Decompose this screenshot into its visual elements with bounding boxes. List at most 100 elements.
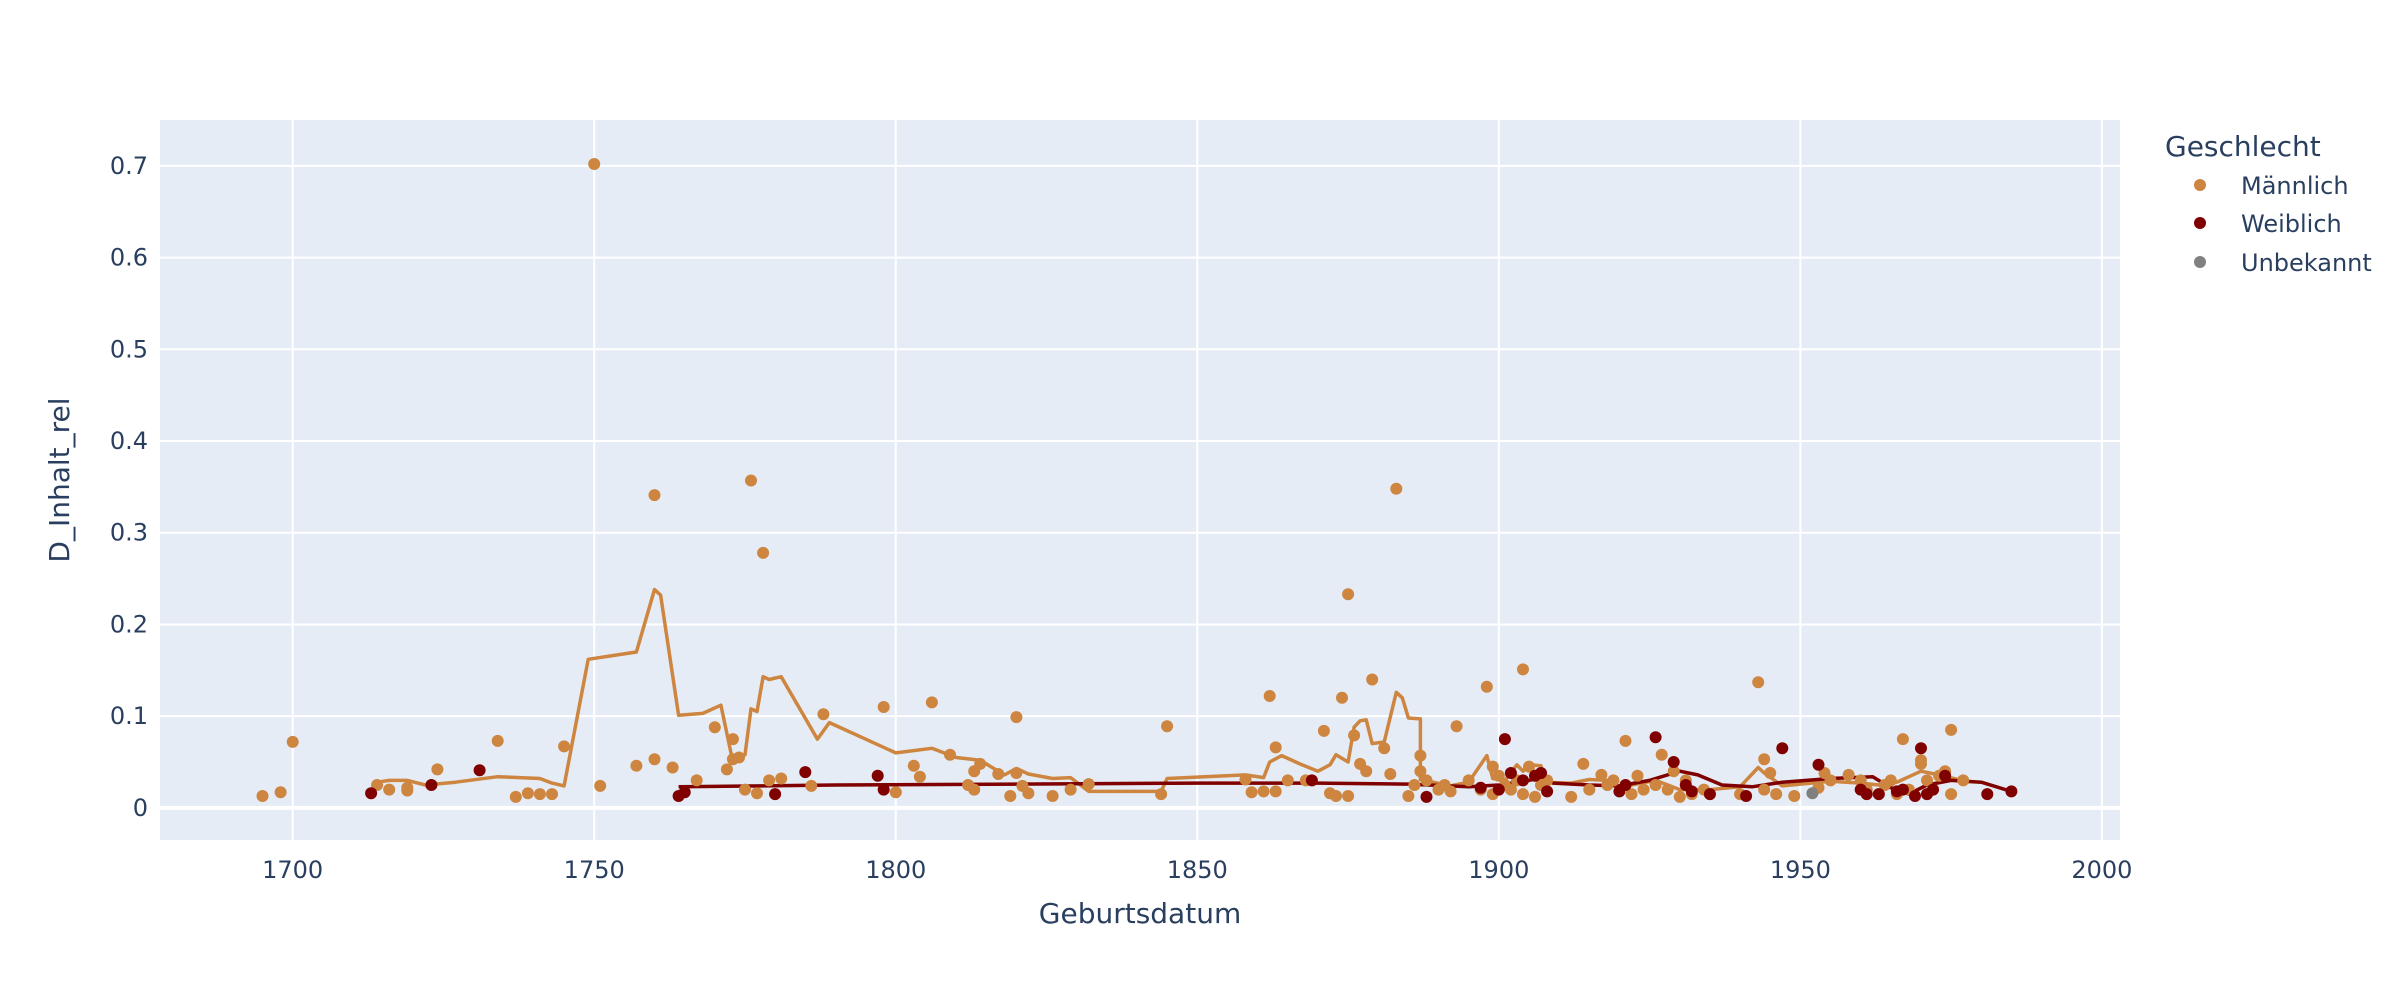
point-maennlich[interactable] [817, 708, 830, 721]
point-maennlich[interactable] [533, 788, 546, 801]
legend-item-maennlich[interactable]: Männlich [2194, 172, 2349, 200]
point-weiblich[interactable] [1420, 790, 1433, 803]
point-weiblich[interactable] [1909, 790, 1921, 802]
point-maennlich[interactable] [383, 783, 396, 796]
point-maennlich[interactable] [1414, 749, 1427, 762]
point-maennlich[interactable] [913, 770, 926, 783]
point-weiblich[interactable] [1619, 779, 1632, 791]
point-maennlich[interactable] [1245, 786, 1258, 799]
point-maennlich[interactable] [1752, 676, 1765, 689]
point-maennlich[interactable] [1661, 783, 1674, 796]
point-maennlich[interactable] [371, 779, 384, 791]
point-maennlich[interactable] [1619, 734, 1632, 747]
point-maennlich[interactable] [889, 786, 902, 799]
point-maennlich[interactable] [1758, 753, 1771, 766]
point-weiblich[interactable] [1872, 788, 1885, 801]
point-maennlich[interactable] [1444, 785, 1457, 798]
point-weiblich[interactable] [1474, 781, 1487, 794]
point-weiblich[interactable] [678, 786, 691, 799]
point-maennlich[interactable] [546, 788, 558, 801]
point-maennlich[interactable] [1366, 673, 1379, 686]
point-maennlich[interactable] [690, 774, 703, 787]
point-weiblich[interactable] [1649, 731, 1662, 744]
point-maennlich[interactable] [907, 759, 920, 772]
point-maennlich[interactable] [1673, 790, 1686, 803]
point-maennlich[interactable] [1957, 774, 1970, 787]
point-maennlich[interactable] [521, 787, 534, 800]
point-maennlich[interactable] [431, 763, 444, 776]
point-maennlich[interactable] [1631, 769, 1644, 782]
point-maennlich[interactable] [1915, 754, 1927, 767]
point-maennlich[interactable] [1342, 588, 1355, 601]
point-maennlich[interactable] [1921, 774, 1933, 787]
point-weiblich[interactable] [473, 764, 486, 777]
point-weiblich[interactable] [1927, 783, 1939, 796]
point-maennlich[interactable] [588, 158, 601, 170]
point-maennlich[interactable] [1655, 748, 1668, 761]
point-maennlich[interactable] [1161, 720, 1174, 733]
point-maennlich[interactable] [1450, 720, 1463, 733]
point-weiblich[interactable] [1740, 790, 1753, 802]
point-maennlich[interactable] [1842, 768, 1855, 781]
point-maennlich[interactable] [1583, 783, 1596, 796]
point-weiblich[interactable] [1492, 783, 1505, 796]
point-maennlich[interactable] [1770, 788, 1783, 801]
point-maennlich[interactable] [594, 779, 607, 792]
point-weiblich[interactable] [1685, 785, 1698, 798]
legend-item-weiblich[interactable]: Weiblich [2194, 210, 2342, 238]
point-maennlich[interactable] [1462, 774, 1475, 787]
point-maennlich[interactable] [1022, 787, 1035, 800]
point-maennlich[interactable] [1414, 765, 1427, 778]
point-maennlich[interactable] [1281, 774, 1294, 787]
point-maennlich[interactable] [666, 761, 679, 774]
point-maennlich[interactable] [1402, 790, 1415, 802]
point-maennlich[interactable] [1667, 765, 1680, 778]
point-maennlich[interactable] [491, 734, 504, 747]
point-weiblich[interactable] [877, 783, 890, 796]
point-maennlich[interactable] [256, 790, 269, 802]
point-maennlich[interactable] [1257, 785, 1270, 798]
point-maennlich[interactable] [1046, 790, 1059, 802]
point-maennlich[interactable] [1360, 765, 1373, 778]
point-maennlich[interactable] [726, 733, 739, 746]
point-maennlich[interactable] [1764, 767, 1777, 779]
point-maennlich[interactable] [1788, 790, 1801, 802]
point-weiblich[interactable] [769, 788, 782, 801]
point-maennlich[interactable] [1896, 733, 1909, 746]
point-maennlich[interactable] [968, 783, 981, 796]
point-maennlich[interactable] [877, 701, 890, 713]
point-maennlich[interactable] [630, 759, 643, 772]
point-maennlich[interactable] [1758, 783, 1771, 796]
point-maennlich[interactable] [1480, 680, 1493, 693]
point-weiblich[interactable] [1981, 788, 1994, 801]
point-weiblich[interactable] [2005, 785, 2018, 798]
point-weiblich[interactable] [365, 787, 378, 800]
point-weiblich[interactable] [1915, 742, 1927, 755]
point-weiblich[interactable] [871, 769, 884, 782]
point-weiblich[interactable] [425, 779, 438, 791]
point-maennlich[interactable] [1529, 790, 1541, 803]
point-maennlich[interactable] [1239, 773, 1252, 786]
point-maennlich[interactable] [1504, 783, 1517, 796]
point-maennlich[interactable] [1336, 691, 1348, 704]
point-maennlich[interactable] [1607, 774, 1620, 787]
point-maennlich[interactable] [992, 768, 1005, 780]
point-maennlich[interactable] [1269, 785, 1282, 798]
point-weiblich[interactable] [1517, 774, 1529, 787]
point-maennlich[interactable] [286, 735, 299, 748]
point-maennlich[interactable] [944, 748, 956, 761]
point-maennlich[interactable] [1649, 779, 1662, 791]
point-maennlich[interactable] [1330, 790, 1342, 802]
point-weiblich[interactable] [1812, 758, 1825, 771]
point-weiblich[interactable] [1535, 767, 1547, 779]
point-maennlich[interactable] [739, 783, 751, 796]
point-maennlich[interactable] [1517, 788, 1529, 801]
point-maennlich[interactable] [1378, 742, 1391, 755]
point-weiblich[interactable] [1860, 788, 1873, 801]
point-maennlich[interactable] [1082, 778, 1095, 791]
point-maennlich[interactable] [1064, 783, 1077, 796]
point-weiblich[interactable] [1703, 788, 1716, 801]
point-weiblich[interactable] [1939, 769, 1952, 782]
point-weiblich[interactable] [1504, 767, 1517, 779]
point-maennlich[interactable] [274, 786, 287, 799]
